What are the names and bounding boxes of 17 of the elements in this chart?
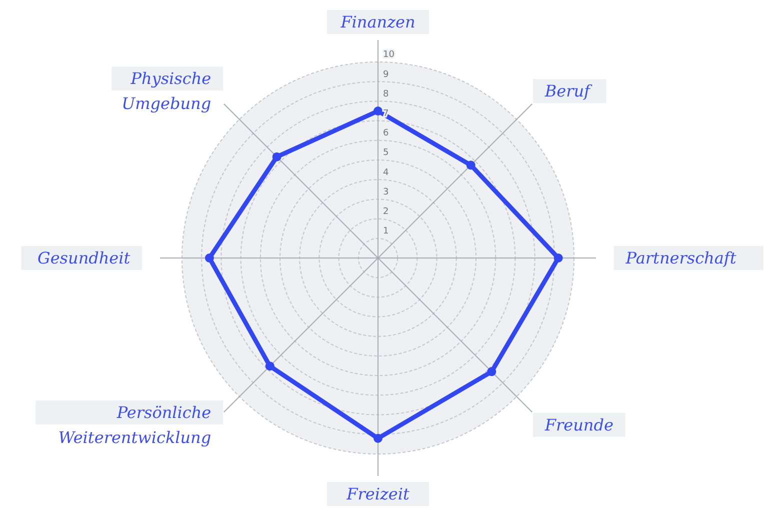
spoke-label: Persönliche Weiterentwicklung <box>58 402 212 447</box>
spoke-label: Beruf <box>544 82 594 101</box>
y-tick-label: 6 <box>383 128 389 139</box>
y-tick-label: 1 <box>383 226 389 237</box>
spoke-label: Physische Umgebung <box>122 69 212 114</box>
y-tick-label: 4 <box>383 168 389 178</box>
spoke-label: Partnerschaft <box>624 248 737 268</box>
spoke-label: Gesundheit <box>38 248 131 268</box>
y-tick-label: 8 <box>383 89 389 100</box>
y-tick-label: 3 <box>383 187 389 198</box>
spoke-label: Freizeit <box>346 484 410 504</box>
spoke-label: Freunde <box>544 415 614 434</box>
spoke-label: Finanzen <box>340 12 416 32</box>
y-tick-label: 10 <box>383 50 395 60</box>
y-tick-label: 9 <box>383 70 389 80</box>
y-tick-label: 5 <box>383 148 389 158</box>
y-tick-label: 2 <box>383 206 389 217</box>
